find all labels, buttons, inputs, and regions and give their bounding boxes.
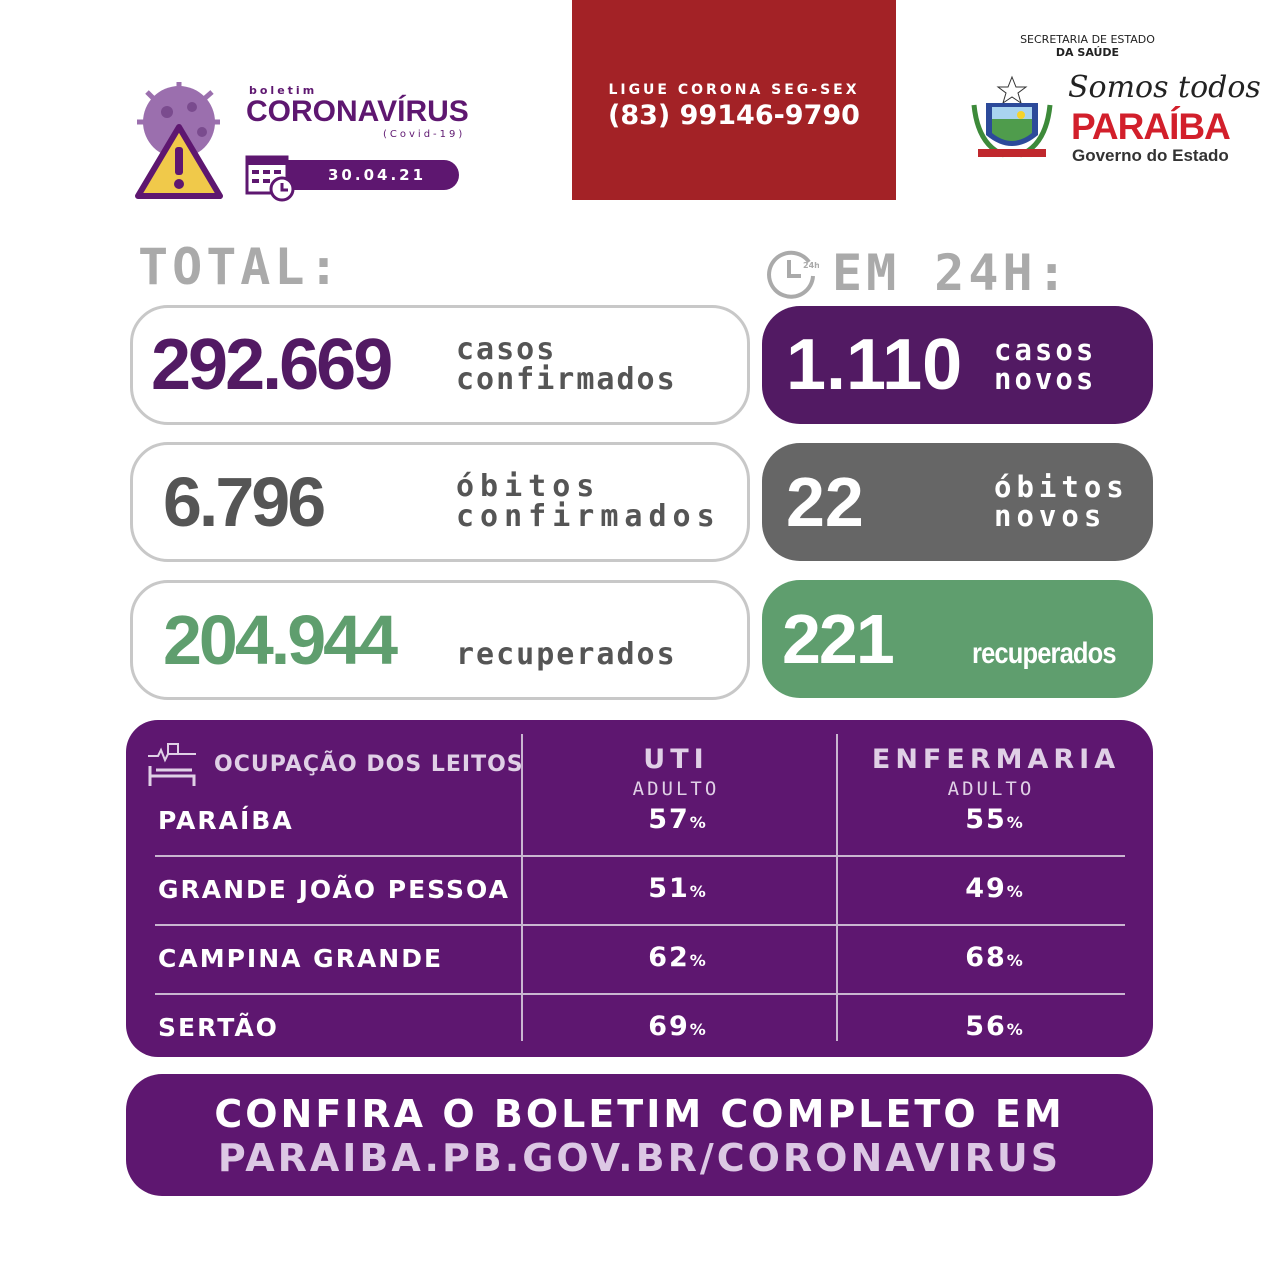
- uti-occupancy: 69%: [602, 1011, 752, 1042]
- cta-url[interactable]: PARAIBA.PB.GOV.BR/CORONAVIRUS: [217, 1136, 1062, 1180]
- enfermaria-occupancy: 55%: [919, 804, 1069, 835]
- enfermaria-occupancy: 49%: [919, 873, 1069, 904]
- uti-value: 57: [648, 804, 690, 835]
- new-cases-value: 1.110: [786, 325, 963, 405]
- total-deaths-value: 6.796: [163, 463, 326, 541]
- deaths-label-1: óbitos: [456, 469, 601, 504]
- new-deaths-label-2: novos: [994, 499, 1107, 533]
- uti-occupancy: 62%: [602, 942, 752, 973]
- total-deaths-card: 6.796 óbitos confirmados: [130, 442, 750, 562]
- government-label: Governo do Estado: [1072, 146, 1229, 165]
- secretaria-line1: SECRETARIA DE ESTADO: [1020, 33, 1155, 46]
- percent-unit: %: [1006, 951, 1023, 970]
- new-deaths-label-1: óbitos: [994, 470, 1129, 504]
- enfermaria-value: 49: [965, 873, 1007, 904]
- total-cases-value: 292.669: [151, 325, 393, 405]
- enfermaria-subheader: ADULTO: [947, 778, 1035, 800]
- total-heading: TOTAL:: [138, 238, 343, 296]
- bulletin-subtitle: (Covid-19): [383, 129, 466, 140]
- region-name: GRANDE JOÃO PESSOA: [158, 875, 510, 904]
- row-divider: [155, 855, 1125, 857]
- beds-title: OCUPAÇÃO DOS LEITOS: [214, 752, 524, 777]
- enfermaria-value: 68: [965, 942, 1007, 973]
- percent-unit: %: [689, 813, 706, 832]
- percent-unit: %: [689, 951, 706, 970]
- enfermaria-occupancy: 56%: [919, 1011, 1069, 1042]
- svg-text:24h: 24h: [803, 261, 819, 270]
- hotline-banner: LIGUE CORONA SEG-SEX (83) 99146-9790: [572, 0, 896, 200]
- 24h-clock-icon: 24h: [767, 250, 819, 299]
- percent-unit: %: [1006, 882, 1023, 901]
- state-coat-of-arms-logo: [971, 75, 1053, 158]
- virus-warning-icon: [135, 82, 223, 199]
- percent-unit: %: [1006, 1020, 1023, 1039]
- new-recovered-value: 221: [782, 600, 895, 678]
- recovered-label: recuperados: [456, 637, 677, 672]
- new-cases-card: 1.110 casos novos: [762, 306, 1153, 424]
- uti-value: 69: [648, 1011, 690, 1042]
- total-recovered-value: 204.944: [163, 601, 398, 679]
- secretaria-line2: DA SAÚDE: [1055, 46, 1120, 59]
- boletim-label: boletim: [249, 84, 318, 97]
- date-badge: 30.04.21: [270, 160, 459, 190]
- uti-subheader: ADULTO: [632, 778, 720, 800]
- percent-unit: %: [689, 882, 706, 901]
- uti-occupancy: 57%: [602, 804, 752, 835]
- deaths-label-2: confirmados: [456, 499, 721, 534]
- bulletin-title: CORONAVÍRUS: [246, 95, 469, 128]
- slogan: Somos todos: [1068, 70, 1261, 105]
- region-name: PARAÍBA: [158, 806, 294, 835]
- total-recovered-card: 204.944 recuperados: [130, 580, 750, 700]
- state-name: PARAÍBA: [1071, 106, 1231, 147]
- new-deaths-card: 22 óbitos novos: [762, 443, 1153, 561]
- enfermaria-value: 55: [965, 804, 1007, 835]
- region-name: SERTÃO: [158, 1013, 279, 1042]
- percent-unit: %: [689, 1020, 706, 1039]
- percent-unit: %: [1006, 813, 1023, 832]
- cases-label-2: confirmados: [456, 362, 677, 397]
- uti-value: 62: [648, 942, 690, 973]
- enfermaria-value: 56: [965, 1011, 1007, 1042]
- new-recovered-card: 221 recuperados: [762, 580, 1153, 698]
- new-recovered-label: recuperados: [972, 637, 1117, 670]
- hotline-phone: (83) 99146-9790: [608, 100, 860, 131]
- cta-line1: CONFIRA O BOLETIM COMPLETO EM: [214, 1092, 1065, 1136]
- calendar-clock-icon: [245, 155, 295, 202]
- row-divider: [155, 924, 1125, 926]
- new-deaths-value: 22: [786, 463, 864, 541]
- 24h-heading: EM 24H:: [832, 244, 1071, 302]
- enfermaria-header: ENFERMARIA: [871, 744, 1121, 775]
- enfermaria-occupancy: 68%: [919, 942, 1069, 973]
- secretaria-label: SECRETARIA DE ESTADO DA SAÚDE: [1000, 33, 1175, 59]
- hospital-bed-icon: [148, 743, 196, 786]
- uti-occupancy: 51%: [602, 873, 752, 904]
- column-divider: [521, 734, 523, 1041]
- row-divider: [155, 993, 1125, 995]
- full-bulletin-link[interactable]: CONFIRA O BOLETIM COMPLETO EM PARAIBA.PB…: [126, 1074, 1153, 1196]
- bed-occupancy-table: OCUPAÇÃO DOS LEITOS UTI ADULTO ENFERMARI…: [126, 720, 1153, 1057]
- hotline-label: LIGUE CORONA SEG-SEX: [608, 82, 860, 98]
- uti-value: 51: [648, 873, 690, 904]
- uti-header: UTI: [643, 744, 709, 775]
- total-cases-card: 292.669 casos confirmados: [130, 305, 750, 425]
- cases-label-1: casos: [456, 332, 557, 367]
- new-cases-label-2: novos: [994, 362, 1097, 396]
- region-name: CAMPINA GRANDE: [158, 944, 444, 973]
- new-cases-label-1: casos: [994, 333, 1097, 367]
- column-divider: [836, 734, 838, 1041]
